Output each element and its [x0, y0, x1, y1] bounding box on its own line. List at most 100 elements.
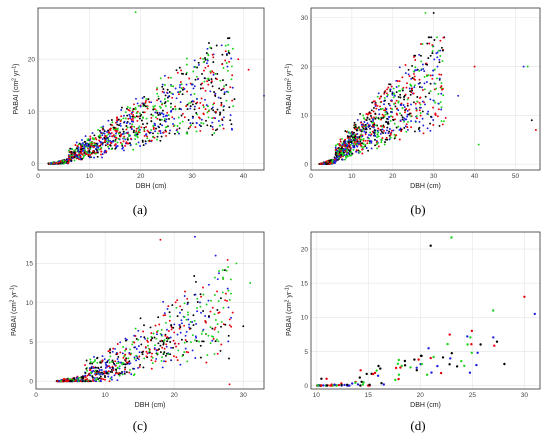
data-point — [104, 378, 106, 381]
data-point — [370, 120, 373, 123]
data-point — [84, 376, 87, 379]
data-point — [421, 63, 424, 66]
data-point — [156, 329, 159, 332]
data-point — [173, 323, 176, 326]
data-point — [424, 11, 427, 14]
data-point — [337, 151, 340, 154]
data-point — [231, 86, 234, 89]
data-point — [96, 151, 99, 154]
data-point — [205, 119, 207, 122]
data-point — [380, 125, 382, 127]
data-point — [103, 130, 106, 133]
data-point — [385, 136, 388, 139]
data-point — [170, 346, 173, 349]
data-point — [372, 119, 374, 122]
data-point — [230, 123, 233, 126]
data-point — [419, 114, 422, 117]
caption-b: (b) — [410, 202, 426, 217]
data-point — [107, 145, 110, 148]
data-point — [226, 299, 228, 302]
data-point — [106, 359, 109, 362]
data-point — [219, 111, 222, 114]
data-point — [450, 236, 453, 239]
data-point — [86, 369, 89, 372]
data-point — [143, 357, 146, 360]
data-point — [143, 126, 146, 129]
data-point — [75, 377, 78, 380]
data-point — [128, 360, 131, 363]
data-point — [323, 162, 326, 165]
data-point — [359, 384, 362, 387]
data-point — [211, 70, 214, 73]
data-point — [421, 110, 424, 113]
data-point — [230, 316, 233, 319]
data-point — [84, 149, 87, 152]
data-point — [393, 122, 396, 125]
data-point — [218, 270, 220, 272]
data-point — [134, 11, 137, 14]
data-point — [393, 92, 395, 95]
data-point — [145, 355, 148, 358]
data-point — [368, 383, 371, 386]
data-point — [199, 57, 202, 60]
data-point — [209, 70, 212, 73]
data-point — [370, 115, 372, 117]
data-point — [201, 82, 204, 85]
data-point — [411, 64, 414, 67]
data-point — [439, 101, 442, 104]
x-tick-label: 40 — [240, 173, 248, 180]
data-point — [164, 120, 167, 123]
data-point — [154, 344, 156, 347]
data-point — [133, 334, 136, 337]
data-point — [172, 93, 174, 96]
data-point — [163, 98, 166, 100]
data-point — [207, 54, 210, 57]
data-point — [107, 129, 110, 132]
data-point — [126, 114, 129, 117]
data-point — [82, 156, 85, 159]
data-point — [369, 127, 372, 130]
data-point — [189, 320, 192, 323]
data-point — [189, 125, 192, 128]
data-point — [185, 73, 188, 76]
data-point — [466, 343, 469, 346]
data-point — [366, 142, 369, 145]
data-point — [408, 108, 411, 111]
data-point — [75, 141, 78, 144]
data-point — [166, 340, 169, 343]
data-point — [391, 93, 394, 96]
data-point — [427, 36, 430, 39]
data-point — [156, 132, 159, 135]
data-point — [222, 306, 225, 309]
data-point — [141, 139, 144, 142]
data-point — [212, 335, 215, 338]
data-point — [417, 82, 420, 85]
data-point — [189, 105, 192, 108]
data-point — [81, 157, 84, 160]
data-point — [214, 340, 217, 343]
data-point — [362, 137, 365, 140]
data-point — [161, 83, 164, 86]
data-point — [105, 364, 108, 367]
data-point — [201, 330, 204, 333]
data-point — [155, 337, 158, 340]
data-point — [124, 144, 127, 147]
data-point — [153, 136, 156, 139]
data-point — [159, 100, 162, 103]
data-point — [168, 311, 171, 314]
data-point — [344, 158, 346, 161]
data-point — [170, 359, 173, 362]
y-tick-label: 20 — [301, 64, 309, 71]
data-point — [159, 123, 162, 126]
data-point — [108, 135, 111, 138]
data-point — [139, 363, 142, 366]
data-point — [216, 323, 219, 326]
y-axis-title: PABAI (cm2 yr-1) — [285, 285, 294, 336]
scatter-panel-c: 0 10 20 30 0 5 10 15 DBH (cm) PABAI (cm2 yr-1) — [0, 226, 272, 411]
data-point — [422, 124, 425, 127]
data-point — [168, 91, 171, 93]
data-point — [441, 123, 444, 126]
data-point — [223, 93, 226, 96]
data-point — [222, 67, 225, 69]
data-point — [415, 109, 418, 112]
